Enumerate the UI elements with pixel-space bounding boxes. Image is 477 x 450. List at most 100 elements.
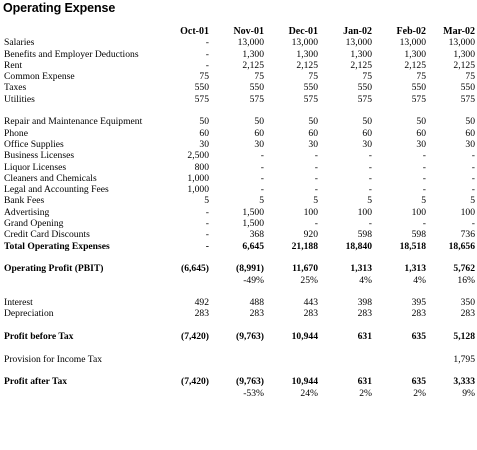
value-cell: 16% [457, 274, 475, 286]
value-cell: - [205, 240, 209, 252]
value-cell: 1,300 [242, 48, 264, 60]
value-cell: 5 [470, 195, 475, 207]
value-cell: 283 [460, 308, 475, 320]
table-row: Repair and Maintenance Equipment 50 50 50 50… [4, 116, 475, 127]
value-cell: - [260, 184, 264, 196]
value-cell: 10,944 [291, 376, 318, 388]
table-row: Bank Fees 5 5 5 5 5 5 [4, 195, 475, 206]
table-row: Rent - 2,125 2,125 2,125 2,125 2,125 [4, 60, 475, 71]
value-cell: 550 [249, 82, 264, 94]
value-cell: - [260, 172, 264, 184]
value-cell: 60 [308, 127, 318, 139]
spacer-cell [4, 252, 475, 263]
row-label: Provision for Income Tax [4, 353, 103, 365]
value-cell: (6,645) [181, 263, 209, 275]
operating-expense-table: Oct-01 Nov-01 Dec-01 Jan-02 Feb-02 Mar-0… [4, 26, 475, 399]
value-cell: 50 [416, 116, 426, 128]
row-label: Salaries [4, 37, 35, 49]
value-cell: 1,313 [350, 263, 372, 275]
value-cell [318, 354, 372, 365]
value-cell: 283 [249, 308, 264, 320]
value-cell: 5,128 [453, 331, 475, 343]
value-cell: 575 [357, 93, 372, 105]
value-cell: 550 [194, 82, 209, 94]
row-label: Utilities [4, 93, 35, 105]
value-cell: 1,000 [187, 184, 209, 196]
table-row: Business Licenses 2,500 - - - - - [4, 150, 475, 161]
value-cell: - [314, 218, 318, 230]
value-cell: 1,313 [404, 263, 426, 275]
value-cell: 13,000 [237, 37, 264, 49]
table-body: Salaries -13,000 13,000 13,000 13,000 13,000 B… [4, 37, 475, 399]
table-row: -49% 25% 4% 4% 16% [4, 275, 475, 286]
value-cell: 398 [357, 297, 372, 309]
value-cell: 100 [411, 206, 426, 218]
table-row: Grand Opening - 1,500 - - - - [4, 218, 475, 229]
value-cell: 635 [411, 376, 426, 388]
value-cell: 30 [416, 138, 426, 150]
table-row: Liquor Licenses 800 - - - - - [4, 162, 475, 173]
value-cell: 18,656 [448, 240, 475, 252]
value-cell: - [368, 172, 372, 184]
value-cell: 1,500 [242, 218, 264, 230]
page-title: Operating Expense [3, 1, 116, 15]
value-cell: - [314, 161, 318, 173]
table-row: Office Supplies 30 30 30 30 30 30 [4, 139, 475, 150]
table-row: Interest 492 488 443 398 395 350 [4, 297, 475, 308]
value-cell: 736 [460, 229, 475, 241]
value-cell: 5,762 [453, 263, 475, 275]
spacer-cell [4, 286, 475, 297]
value-cell: - [368, 184, 372, 196]
value-cell: 1,500 [242, 206, 264, 218]
column-header: Jan-02 [343, 26, 372, 37]
value-cell: 598 [411, 229, 426, 241]
value-cell: - [314, 150, 318, 162]
value-cell [372, 354, 426, 365]
value-cell: 5 [204, 195, 209, 207]
value-cell: 1,795 [453, 353, 475, 365]
value-cell: 1,300 [296, 48, 318, 60]
value-cell: 75 [254, 71, 264, 83]
value-cell [160, 275, 209, 286]
value-cell: 5 [421, 195, 426, 207]
value-cell: (9,763) [236, 376, 264, 388]
row-label: Operating Profit (PBIT) [4, 263, 104, 275]
row-label: Office Supplies [4, 138, 64, 150]
table-row: Cleaners and Chemicals 1,000 - - - - - [4, 173, 475, 184]
value-cell: 2,125 [242, 59, 264, 71]
value-cell: 50 [465, 116, 475, 128]
value-cell: 6,645 [242, 240, 264, 252]
row-label: Profit after Tax [4, 376, 68, 388]
row-label: Legal and Accounting Fees [4, 184, 109, 196]
value-cell: 11,670 [292, 263, 318, 275]
value-cell: - [422, 184, 426, 196]
value-cell: 18,518 [399, 240, 426, 252]
value-cell: - [205, 218, 209, 230]
value-cell: 2,125 [404, 59, 426, 71]
table-row: Total Operating Expenses - 6,645 21,188 18,8… [4, 241, 475, 252]
value-cell: - [471, 161, 475, 173]
spacer-row [4, 286, 475, 297]
value-cell: 550 [357, 82, 372, 94]
value-cell: (8,991) [236, 263, 264, 275]
value-cell: 2,125 [453, 59, 475, 71]
value-cell: 30 [254, 138, 264, 150]
spacer-row [4, 252, 475, 263]
value-cell: 3,333 [453, 376, 475, 388]
value-cell: (7,420) [181, 331, 209, 343]
row-label: Rent [4, 59, 23, 71]
value-cell: - [471, 172, 475, 184]
value-cell: 75 [416, 71, 426, 83]
value-cell: 283 [411, 308, 426, 320]
value-cell: - [205, 59, 209, 71]
spacer-row [4, 342, 475, 353]
value-cell: 1,300 [350, 48, 372, 60]
value-cell [209, 354, 264, 365]
value-cell: 4% [413, 274, 426, 286]
row-label: Profit before Tax [4, 331, 74, 343]
value-cell: 60 [465, 127, 475, 139]
value-cell: 60 [416, 127, 426, 139]
value-cell: - [422, 172, 426, 184]
value-cell: 5 [367, 195, 372, 207]
row-label: Total Operating Expenses [4, 240, 110, 252]
